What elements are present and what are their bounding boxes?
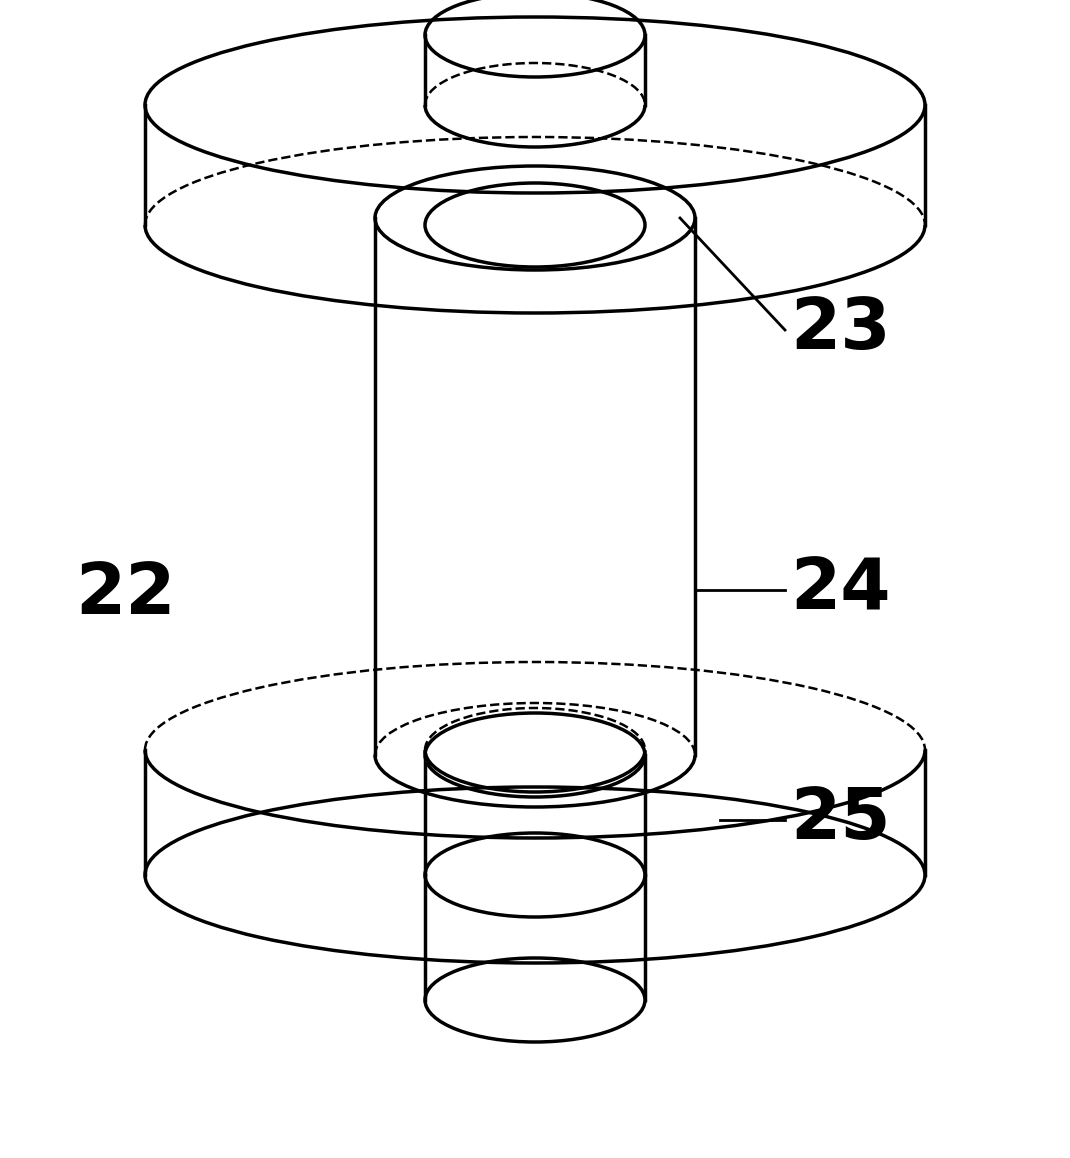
Text: 24: 24 bbox=[790, 556, 890, 624]
Text: 22: 22 bbox=[75, 560, 175, 630]
Text: 25: 25 bbox=[790, 785, 890, 855]
Text: 23: 23 bbox=[790, 295, 890, 365]
